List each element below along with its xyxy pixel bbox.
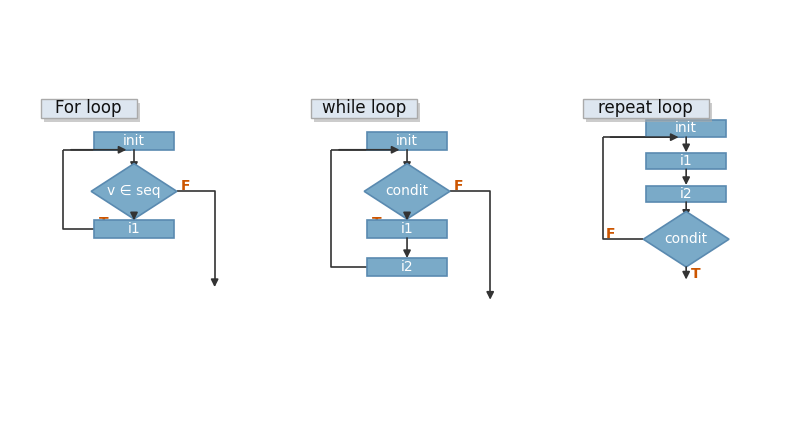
Text: repeat loop: repeat loop [598,99,694,117]
FancyBboxPatch shape [314,103,420,122]
Text: init: init [396,134,418,148]
Text: i2: i2 [680,187,693,201]
Polygon shape [91,164,177,219]
Text: i1: i1 [680,154,693,168]
FancyBboxPatch shape [366,132,447,150]
FancyBboxPatch shape [583,99,709,118]
Text: init: init [675,121,697,135]
Text: T: T [98,216,108,230]
Text: i1: i1 [128,222,140,236]
FancyBboxPatch shape [311,99,417,118]
Text: T: T [372,216,382,230]
FancyBboxPatch shape [586,103,712,122]
FancyBboxPatch shape [366,258,447,276]
FancyBboxPatch shape [646,153,726,169]
FancyBboxPatch shape [646,120,726,137]
Text: F: F [181,179,190,193]
Polygon shape [643,212,729,267]
Text: For loop: For loop [55,99,122,117]
FancyBboxPatch shape [41,99,137,118]
FancyBboxPatch shape [94,220,174,238]
Text: init: init [123,134,145,148]
Polygon shape [364,164,450,219]
FancyBboxPatch shape [646,186,726,202]
Text: while loop: while loop [322,99,406,117]
Text: T: T [691,267,701,281]
Text: F: F [454,179,463,193]
Text: condit: condit [665,232,708,246]
FancyBboxPatch shape [44,103,139,122]
Text: i1: i1 [401,222,414,236]
Text: v ∈ seq: v ∈ seq [107,184,161,198]
FancyBboxPatch shape [366,220,447,238]
Text: condit: condit [386,184,429,198]
Text: i2: i2 [401,260,414,274]
FancyBboxPatch shape [94,132,174,150]
Text: F: F [606,227,615,241]
